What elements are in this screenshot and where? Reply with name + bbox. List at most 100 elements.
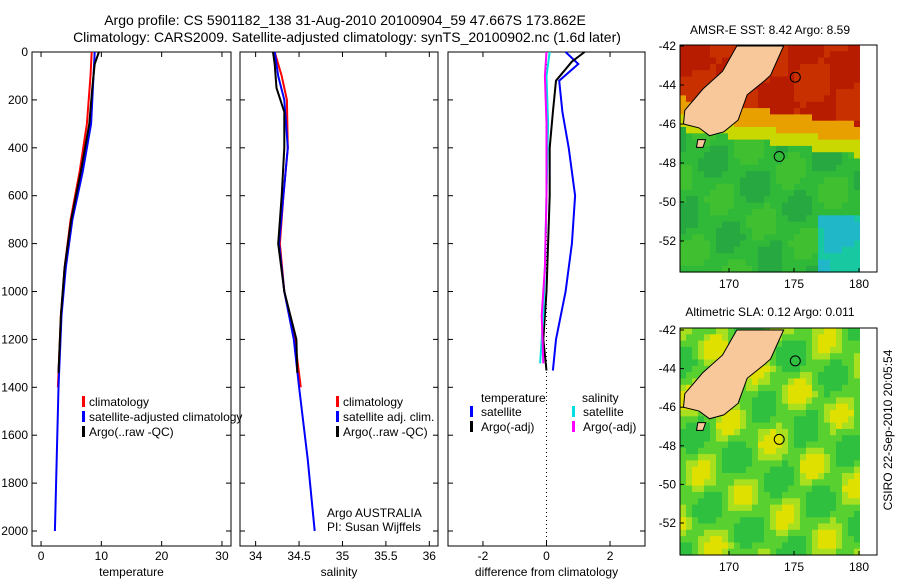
map-cell: [782, 447, 789, 455]
map-cell: [680, 428, 687, 436]
map-cell: [734, 435, 741, 443]
map-cell: [746, 460, 753, 468]
map-cell: [812, 127, 819, 134]
map-cell: [746, 127, 753, 134]
map-cell: [794, 410, 801, 417]
map-cell: [698, 498, 705, 506]
map-cell: [848, 234, 855, 242]
map-cell: [686, 221, 693, 229]
y-tick-label: 800: [8, 237, 28, 251]
map-cell: [692, 466, 699, 474]
map-cell: [806, 510, 813, 518]
map-cell: [806, 485, 813, 493]
map-cell: [782, 171, 789, 179]
map-cell: [692, 479, 699, 487]
map-cell: [680, 422, 687, 430]
series-line-climatology: [273, 51, 302, 388]
map-cell: [812, 485, 819, 493]
map-cell: [734, 466, 741, 474]
map-cell: [764, 82, 771, 90]
map-cell: [818, 152, 825, 160]
map-cell: [800, 447, 807, 455]
map-cell: [854, 70, 861, 78]
map-cell: [704, 76, 711, 84]
map-cell: [788, 246, 795, 254]
map-cell: [836, 190, 843, 197]
map-cell: [830, 498, 837, 506]
map-cell: [830, 542, 837, 550]
map-cell: [752, 491, 759, 499]
map-cell: [824, 265, 831, 273]
map-cell: [800, 171, 807, 179]
map-cell: [812, 108, 819, 116]
map-cell: [710, 164, 717, 172]
map-cell: [776, 190, 783, 197]
map-cell: [722, 158, 729, 166]
map-cell: [746, 523, 753, 531]
map-cell: [686, 240, 693, 248]
map-cell: [692, 454, 699, 462]
map-cell: [716, 171, 723, 179]
map-cell: [824, 416, 831, 424]
map-cell: [812, 491, 819, 499]
map-cell: [794, 190, 801, 197]
map-cell: [800, 202, 807, 210]
map-cell: [842, 227, 849, 235]
map-cell: [746, 428, 753, 436]
map-cell: [758, 517, 765, 525]
map-cell: [770, 479, 777, 487]
map-cell: [686, 89, 693, 97]
map-cell: [818, 428, 825, 436]
map-cell: [704, 529, 711, 537]
map-cell: [746, 422, 753, 430]
map-cell: [788, 196, 795, 204]
map-cell: [680, 139, 687, 147]
map-cell: [824, 422, 831, 430]
map-cell: [800, 498, 807, 506]
map-cell: [842, 542, 849, 550]
map-cell: [710, 460, 717, 468]
map-cell: [854, 441, 861, 449]
map-cell: [686, 127, 693, 134]
map-cell: [794, 542, 801, 550]
map-cell: [842, 127, 849, 134]
map-cell: [800, 63, 807, 71]
map-cell: [800, 265, 807, 273]
map-cell: [680, 108, 687, 116]
map-cell: [788, 403, 795, 411]
map-cell: [788, 114, 795, 122]
map-cell: [782, 234, 789, 242]
map-cell: [794, 460, 801, 468]
map-cell: [698, 76, 705, 84]
map-cell: [764, 253, 771, 261]
map-cell: [830, 460, 837, 468]
map-cell: [824, 45, 831, 52]
map-cell: [764, 133, 771, 141]
map-cell: [842, 51, 849, 59]
map-cell: [680, 202, 687, 210]
map-cell: [776, 234, 783, 242]
map-cell: [824, 372, 831, 380]
map-cell: [752, 517, 759, 525]
map-cell: [710, 177, 717, 185]
map-cell: [704, 422, 711, 430]
map-cell: [806, 523, 813, 531]
map-cell: [758, 466, 765, 474]
map-cell: [854, 397, 861, 405]
map-cell: [848, 57, 855, 65]
map-cell: [836, 378, 843, 386]
map-cell: [794, 403, 801, 411]
map-cell: [800, 158, 807, 166]
map-cell: [806, 441, 813, 449]
map-cell: [836, 422, 843, 430]
map-cell: [848, 215, 855, 223]
map-cell: [782, 529, 789, 537]
map-cell: [716, 466, 723, 474]
map-cell: [692, 234, 699, 242]
map-cell: [752, 548, 759, 556]
map-cell: [818, 145, 825, 153]
map-cell: [722, 498, 729, 506]
map-cell: [776, 523, 783, 531]
map-cell: [812, 447, 819, 455]
map-cell: [842, 340, 849, 348]
